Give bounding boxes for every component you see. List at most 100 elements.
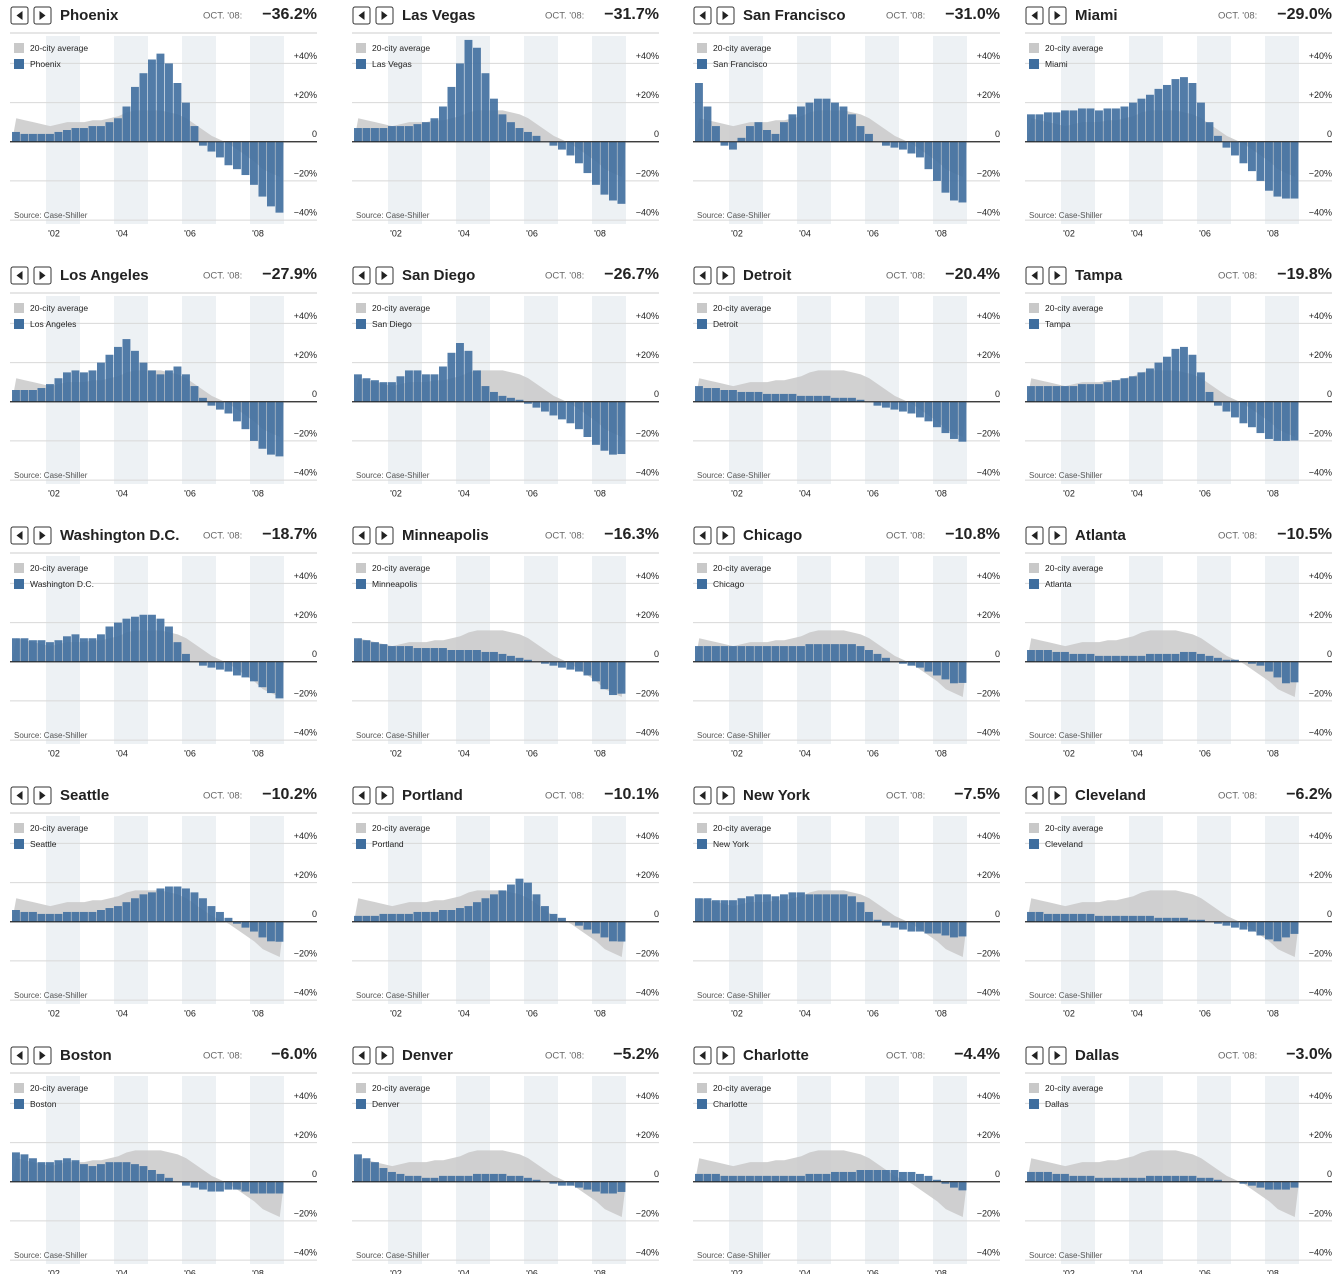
next-button[interactable] — [1048, 6, 1067, 25]
next-button[interactable] — [375, 1046, 394, 1065]
prev-button[interactable] — [1025, 526, 1044, 545]
average-area — [354, 630, 626, 697]
panel: +40% +20% 0 −20% −40% '02 '04 '06 '08 Source: Cas… — [10, 266, 317, 498]
x-tick-label: '06 — [867, 748, 879, 758]
bar — [746, 391, 754, 402]
bar — [1112, 108, 1120, 142]
prev-button[interactable] — [352, 526, 371, 545]
next-button[interactable] — [33, 1046, 52, 1065]
prev-button[interactable] — [10, 1046, 29, 1065]
bar — [720, 390, 729, 402]
panel: +40% +20% 0 −20% −40% '02 '04 '06 '08 Source: Cas… — [1025, 526, 1332, 758]
value-label: −31.7% — [604, 6, 659, 23]
panel: +40% +20% 0 −20% −40% '02 '04 '06 '08 Source: Cas… — [10, 1046, 317, 1274]
prev-button[interactable] — [1025, 1046, 1044, 1065]
panel: +40% +20% 0 −20% −40% '02 '04 '06 '08 Source: Cas… — [352, 786, 659, 1018]
prev-button[interactable] — [10, 6, 29, 25]
bar — [831, 397, 839, 402]
bar — [105, 122, 114, 142]
bar — [88, 1166, 97, 1182]
bar — [71, 1160, 80, 1182]
bar — [788, 646, 797, 662]
bar — [617, 661, 626, 694]
bar — [190, 386, 199, 402]
next-button[interactable] — [716, 786, 735, 805]
next-button[interactable] — [1048, 1046, 1067, 1065]
next-button[interactable] — [716, 526, 735, 545]
bar — [1095, 110, 1103, 142]
source: Source: Case-Shiller — [356, 731, 430, 740]
bar — [1061, 651, 1069, 662]
bar — [882, 401, 890, 408]
next-button[interactable] — [375, 786, 394, 805]
bar — [233, 401, 241, 422]
legend-swatch — [697, 839, 707, 849]
x-tick-label: '04 — [1131, 488, 1143, 498]
bar — [190, 1181, 199, 1188]
bar — [771, 1175, 780, 1182]
prev-button[interactable] — [693, 6, 712, 25]
prev-button[interactable] — [352, 786, 371, 805]
bar — [63, 1158, 71, 1182]
y-tick-label: +20% — [1309, 350, 1332, 360]
next-button[interactable] — [716, 1046, 735, 1065]
bar — [46, 642, 54, 662]
y-tick-label: −20% — [977, 688, 1000, 698]
next-button[interactable] — [716, 266, 735, 285]
next-button[interactable] — [375, 6, 394, 25]
next-button[interactable] — [33, 786, 52, 805]
y-tick-label: +20% — [1309, 90, 1332, 100]
date-label: OCT. '08: — [203, 271, 242, 282]
prev-button[interactable] — [693, 1046, 712, 1065]
prev-button[interactable] — [1025, 786, 1044, 805]
bar — [1146, 94, 1154, 142]
bar — [754, 1175, 763, 1182]
prev-button[interactable] — [693, 786, 712, 805]
legend-swatch — [356, 563, 366, 573]
next-button[interactable] — [1048, 266, 1067, 285]
next-button[interactable] — [375, 266, 394, 285]
bar — [899, 1171, 907, 1182]
bar — [856, 126, 865, 142]
next-button[interactable] — [716, 6, 735, 25]
prev-button[interactable] — [352, 6, 371, 25]
bar — [1180, 77, 1188, 142]
next-button[interactable] — [33, 266, 52, 285]
x-tick-label: '04 — [1131, 228, 1143, 238]
prev-button[interactable] — [1025, 6, 1044, 25]
bar — [1239, 921, 1248, 930]
bar — [362, 378, 371, 402]
bar — [46, 133, 54, 142]
bar — [1239, 141, 1248, 164]
x-tick-label: '02 — [48, 1008, 60, 1018]
bar — [600, 1181, 609, 1194]
y-tick-label: +40% — [1309, 1091, 1332, 1101]
bar — [1197, 919, 1205, 922]
prev-button[interactable] — [10, 526, 29, 545]
prev-button[interactable] — [10, 786, 29, 805]
prev-button[interactable] — [1025, 266, 1044, 285]
prev-button[interactable] — [352, 266, 371, 285]
bar — [371, 642, 379, 662]
bar — [207, 1181, 216, 1192]
value-label: −29.0% — [1277, 6, 1332, 23]
prev-button[interactable] — [693, 526, 712, 545]
bar — [1180, 1175, 1188, 1182]
legend-label: Las Vegas — [372, 59, 412, 69]
legend-label: 20-city average — [1045, 823, 1103, 833]
button-arrow — [699, 11, 706, 20]
y-tick-label: 0 — [995, 909, 1000, 919]
bar — [388, 1171, 396, 1182]
next-button[interactable] — [33, 526, 52, 545]
next-button[interactable] — [33, 6, 52, 25]
city-name: Detroit — [743, 267, 791, 284]
bar — [241, 141, 250, 176]
prev-button[interactable] — [693, 266, 712, 285]
source: Source: Case-Shiller — [14, 211, 88, 220]
next-button[interactable] — [1048, 526, 1067, 545]
prev-button[interactable] — [10, 266, 29, 285]
next-button[interactable] — [1048, 786, 1067, 805]
next-button[interactable] — [375, 526, 394, 545]
bar — [430, 911, 439, 922]
prev-button[interactable] — [352, 1046, 371, 1065]
